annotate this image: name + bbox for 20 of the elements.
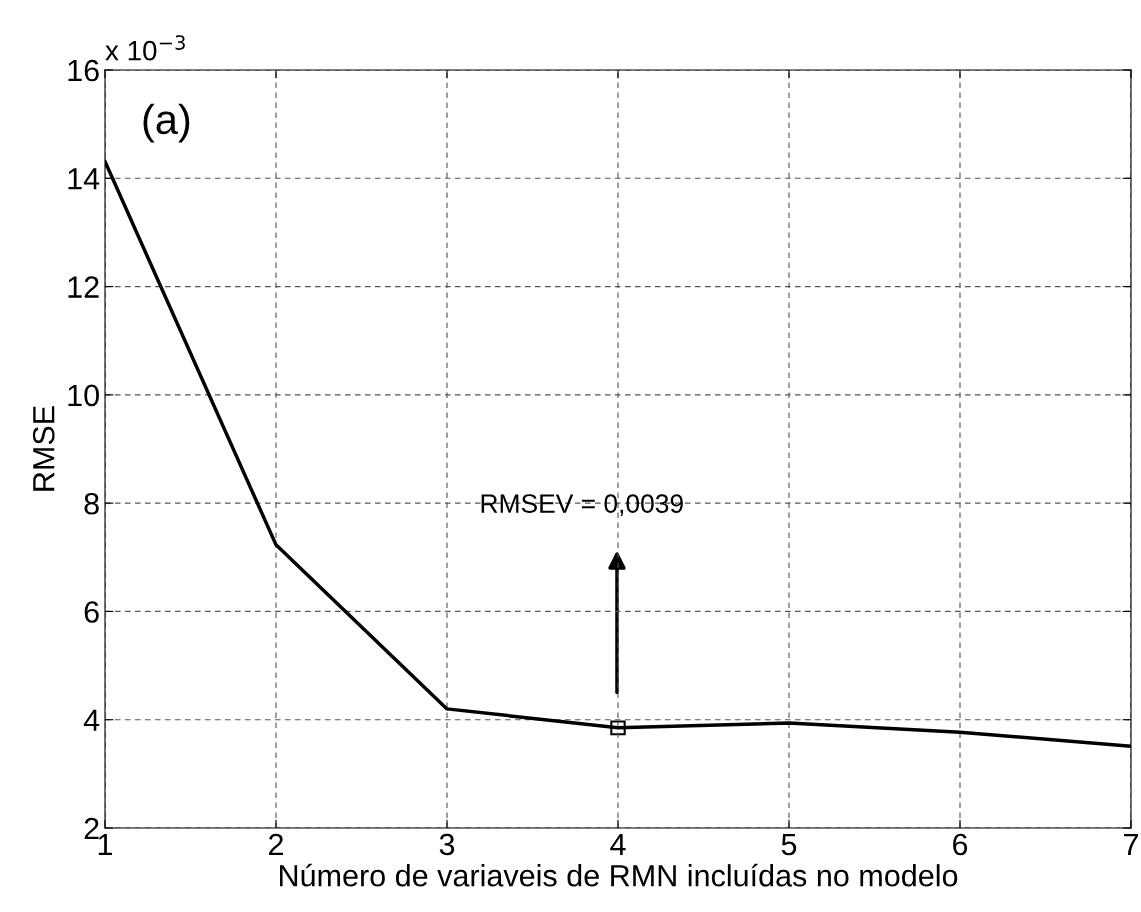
- x-tick-label: 2: [269, 833, 283, 855]
- x-axis-title: Número de variaveis de RMN incluídas no modelo: [280, 863, 958, 887]
- y-tick-label: 14: [68, 168, 100, 190]
- annotation: RMSEV = 0,0039: [481, 494, 683, 517]
- y-tick-label: 6: [84, 601, 99, 623]
- text: x 10$^{−3}$: [105, 35, 185, 61]
- x-tick-label: 7: [1124, 833, 1138, 855]
- y-tick-label: 4: [83, 709, 100, 731]
- y-axis-title: RMSE: [32, 406, 55, 491]
- y-tick-label: 16: [68, 59, 99, 82]
- annotation: (a): [143, 103, 190, 143]
- y-tick-label: 10: [68, 384, 99, 407]
- y-tick-label: 8: [84, 492, 99, 515]
- x-tick-label: 3: [439, 833, 455, 856]
- x-tick-label: 4: [610, 833, 626, 855]
- y-tick-label: 2: [84, 817, 99, 840]
- x-tick-label: 5: [781, 833, 797, 856]
- y-tick-label: 12: [68, 276, 99, 298]
- x-tick-label: 1: [98, 833, 113, 855]
- x-tick-label: 6: [953, 833, 968, 856]
